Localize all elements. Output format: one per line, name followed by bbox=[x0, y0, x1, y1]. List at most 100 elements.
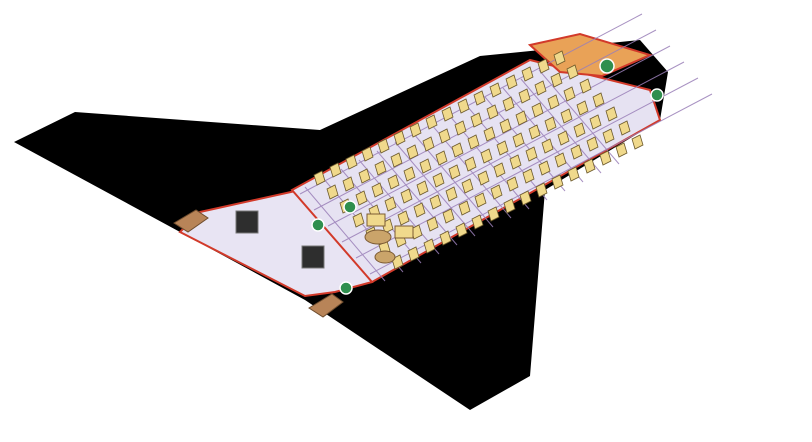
seat-icon[interactable] bbox=[461, 178, 474, 194]
seat-icon[interactable] bbox=[454, 120, 467, 136]
door-icon[interactable] bbox=[650, 88, 664, 102]
seat-icon[interactable] bbox=[358, 168, 371, 184]
seat-icon[interactable] bbox=[537, 58, 550, 74]
seat-icon[interactable] bbox=[560, 108, 573, 124]
door-icon[interactable] bbox=[311, 218, 325, 232]
seat-icon[interactable] bbox=[439, 230, 452, 246]
seat-icon[interactable] bbox=[489, 82, 502, 98]
seat-icon[interactable] bbox=[371, 182, 384, 198]
door-icon[interactable] bbox=[599, 58, 615, 74]
seat-icon[interactable] bbox=[313, 170, 326, 186]
seat-icon[interactable] bbox=[451, 142, 464, 158]
seat-icon[interactable] bbox=[477, 170, 490, 186]
seat-icon[interactable] bbox=[455, 222, 468, 238]
seat-icon[interactable] bbox=[602, 128, 615, 144]
seat-icon[interactable] bbox=[534, 80, 547, 96]
seat-icon[interactable] bbox=[403, 166, 416, 182]
seat-icon[interactable] bbox=[579, 78, 592, 94]
seat-icon[interactable] bbox=[406, 144, 419, 160]
cockpit-floor[interactable] bbox=[527, 32, 653, 78]
seat-icon[interactable] bbox=[422, 136, 435, 152]
seat-icon[interactable] bbox=[471, 214, 484, 230]
seat-icon[interactable] bbox=[426, 216, 439, 232]
door-icon[interactable] bbox=[339, 281, 353, 295]
seat-icon[interactable] bbox=[393, 130, 406, 146]
seat-icon[interactable] bbox=[535, 182, 548, 198]
seat-icon[interactable] bbox=[563, 86, 576, 102]
seat-icon[interactable] bbox=[442, 208, 455, 224]
seat-icon[interactable] bbox=[583, 158, 596, 174]
seat-icon[interactable] bbox=[515, 110, 528, 126]
seat-icon[interactable] bbox=[599, 150, 612, 166]
seat-icon[interactable] bbox=[570, 144, 583, 160]
seat-icon[interactable] bbox=[490, 184, 503, 200]
seat-icon[interactable] bbox=[525, 146, 538, 162]
seat-icon[interactable] bbox=[519, 190, 532, 206]
seat-icon[interactable] bbox=[487, 206, 500, 222]
seat-icon[interactable] bbox=[486, 104, 499, 120]
seat-icon[interactable] bbox=[522, 168, 535, 184]
seat-icon[interactable] bbox=[506, 176, 519, 192]
seat-icon[interactable] bbox=[531, 102, 544, 118]
seat-icon[interactable] bbox=[512, 132, 525, 148]
seat-icon[interactable] bbox=[567, 166, 580, 182]
seat-icon[interactable] bbox=[509, 154, 522, 170]
seat-icon[interactable] bbox=[528, 124, 541, 140]
seat-icon[interactable] bbox=[493, 162, 506, 178]
seat-icon[interactable] bbox=[409, 122, 422, 138]
seat-icon[interactable] bbox=[503, 198, 516, 214]
seat-icon[interactable] bbox=[457, 98, 470, 114]
seat-icon[interactable] bbox=[589, 114, 602, 130]
seat-icon[interactable] bbox=[387, 174, 400, 190]
seat-icon[interactable] bbox=[480, 148, 493, 164]
seat-icon[interactable] bbox=[618, 120, 631, 136]
seat-icon[interactable] bbox=[416, 180, 429, 196]
seat-icon[interactable] bbox=[631, 134, 644, 150]
seat-icon[interactable] bbox=[499, 118, 512, 134]
seat-icon[interactable] bbox=[435, 150, 448, 166]
door-icon[interactable] bbox=[343, 200, 357, 214]
seat-icon[interactable] bbox=[550, 72, 563, 88]
seat-icon[interactable] bbox=[518, 88, 531, 104]
seat-icon[interactable] bbox=[445, 186, 458, 202]
seat-icon[interactable] bbox=[342, 176, 355, 192]
seat-icon[interactable] bbox=[361, 146, 374, 162]
seat-icon[interactable] bbox=[551, 174, 564, 190]
seat-icon[interactable] bbox=[541, 138, 554, 154]
seat-icon[interactable] bbox=[326, 184, 339, 200]
seat-icon[interactable] bbox=[345, 154, 358, 170]
seat-icon[interactable] bbox=[397, 210, 410, 226]
seat-icon[interactable] bbox=[467, 134, 480, 150]
seat-icon[interactable] bbox=[615, 142, 628, 158]
seat-icon[interactable] bbox=[419, 158, 432, 174]
seat-icon[interactable] bbox=[438, 128, 451, 144]
seat-icon[interactable] bbox=[557, 130, 570, 146]
seat-icon[interactable] bbox=[425, 114, 438, 130]
seat-icon[interactable] bbox=[496, 140, 509, 156]
seat-icon[interactable] bbox=[573, 122, 586, 138]
seat-icon[interactable] bbox=[429, 194, 442, 210]
seat-icon[interactable] bbox=[377, 138, 390, 154]
seat-icon[interactable] bbox=[400, 188, 413, 204]
seat-icon[interactable] bbox=[538, 160, 551, 176]
seat-icon[interactable] bbox=[605, 106, 618, 122]
seat-icon[interactable] bbox=[407, 246, 420, 262]
seat-icon[interactable] bbox=[576, 100, 589, 116]
seat-icon[interactable] bbox=[544, 116, 557, 132]
seat-icon[interactable] bbox=[448, 164, 461, 180]
seat-icon[interactable] bbox=[355, 190, 368, 206]
seat-icon[interactable] bbox=[483, 126, 496, 142]
seat-icon[interactable] bbox=[553, 50, 566, 66]
seat-icon[interactable] bbox=[554, 152, 567, 168]
seat-icon[interactable] bbox=[423, 238, 436, 254]
seat-icon[interactable] bbox=[521, 66, 534, 82]
seat-icon[interactable] bbox=[566, 64, 579, 80]
seat-icon[interactable] bbox=[413, 202, 426, 218]
seat-icon[interactable] bbox=[374, 160, 387, 176]
seat-icon[interactable] bbox=[464, 156, 477, 172]
seat-icon[interactable] bbox=[474, 192, 487, 208]
seat-icon[interactable] bbox=[458, 200, 471, 216]
seat-icon[interactable] bbox=[384, 196, 397, 212]
seat-icon[interactable] bbox=[502, 96, 515, 112]
seat-icon[interactable] bbox=[470, 112, 483, 128]
